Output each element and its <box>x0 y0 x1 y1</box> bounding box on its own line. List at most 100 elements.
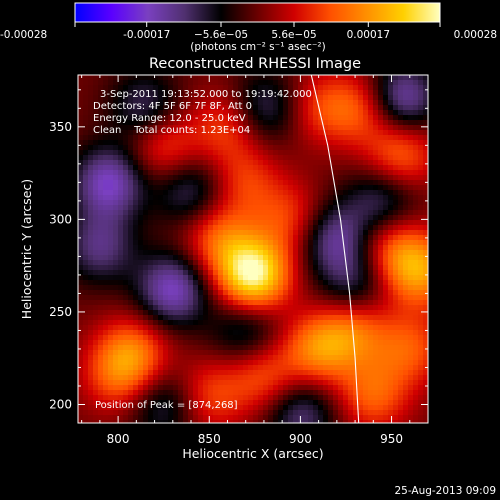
heatmap-cell <box>128 325 134 331</box>
heatmap-cell <box>83 135 89 141</box>
heatmap-cell <box>248 190 254 196</box>
heatmap-cell <box>358 315 364 321</box>
heatmap-cell <box>298 225 304 231</box>
heatmap-cell <box>223 295 229 301</box>
heatmap-cell <box>363 280 369 286</box>
heatmap-cell <box>78 335 84 341</box>
heatmap-cell <box>148 150 154 156</box>
heatmap-cell <box>333 155 339 161</box>
heatmap-cell <box>88 405 94 411</box>
heatmap-cell <box>113 415 119 421</box>
heatmap-cell <box>173 355 179 361</box>
heatmap-cell <box>108 415 114 421</box>
heatmap-cell <box>188 330 194 336</box>
heatmap-cell <box>153 85 159 91</box>
heatmap-cell <box>193 190 199 196</box>
heatmap-cell <box>273 125 279 131</box>
heatmap-cell <box>278 75 284 81</box>
heatmap-cell <box>168 210 174 216</box>
heatmap-cell <box>83 120 89 126</box>
heatmap-cell <box>383 400 389 406</box>
heatmap-cell <box>298 210 304 216</box>
heatmap-cell <box>268 250 274 256</box>
heatmap-cell <box>368 140 374 146</box>
heatmap-cell <box>133 210 139 216</box>
heatmap-cell <box>353 90 359 96</box>
heatmap-cell <box>328 320 334 326</box>
heatmap-cell <box>378 395 384 401</box>
heatmap-cell <box>163 175 169 181</box>
heatmap-cell <box>348 415 354 421</box>
heatmap-cell <box>408 135 414 141</box>
heatmap-cell <box>213 295 219 301</box>
heatmap-cell <box>133 315 139 321</box>
heatmap-cell <box>298 390 304 396</box>
heatmap-cell <box>208 135 214 141</box>
heatmap-cell <box>378 120 384 126</box>
heatmap-cell <box>318 225 324 231</box>
heatmap-cell <box>218 380 224 386</box>
heatmap-cell <box>423 210 428 216</box>
heatmap-cell <box>373 225 379 231</box>
heatmap-cell <box>368 190 374 196</box>
heatmap-cell <box>93 75 99 81</box>
heatmap-cell <box>228 330 234 336</box>
heatmap-cell <box>93 210 99 216</box>
heatmap-cell <box>343 205 349 211</box>
heatmap-cell <box>313 250 319 256</box>
heatmap-cell <box>298 175 304 181</box>
heatmap-cell <box>313 240 319 246</box>
colorbar: -0.00028 -0.00017 −5.6e−05 5.6e−05 0.00017 0.… <box>0 2 497 53</box>
heatmap-cell <box>148 135 154 141</box>
heatmap-cell <box>218 270 224 276</box>
heatmap-cell <box>83 215 89 221</box>
heatmap-cell <box>368 260 374 266</box>
heatmap-cell <box>88 400 94 406</box>
heatmap-cell <box>178 125 184 131</box>
heatmap-cell <box>393 90 399 96</box>
heatmap-cell <box>143 170 149 176</box>
heatmap-cell <box>133 160 139 166</box>
heatmap-cell <box>208 245 214 251</box>
heatmap-cell <box>318 125 324 131</box>
heatmap-cell <box>218 390 224 396</box>
heatmap-cell <box>128 260 134 266</box>
heatmap-cell <box>158 265 164 271</box>
heatmap-cell <box>328 140 334 146</box>
heatmap-cell <box>143 95 149 101</box>
heatmap-cell <box>133 180 139 186</box>
heatmap-cell <box>123 275 129 281</box>
heatmap-cell <box>348 110 354 116</box>
heatmap-cell <box>233 265 239 271</box>
heatmap-cell <box>268 155 274 161</box>
heatmap-cell <box>198 235 204 241</box>
heatmap-cell <box>173 260 179 266</box>
heatmap-cell <box>258 270 264 276</box>
heatmap-cell <box>223 345 229 351</box>
heatmap-cell <box>198 405 204 411</box>
heatmap-cell <box>168 285 174 291</box>
heatmap-cell <box>368 125 374 131</box>
heatmap-cell <box>133 400 139 406</box>
heatmap-cell <box>393 275 399 281</box>
heatmap-cell <box>173 300 179 306</box>
heatmap-cell <box>288 160 294 166</box>
heatmap-cell <box>143 220 149 226</box>
heatmap-cell <box>128 290 134 296</box>
heatmap-cell <box>333 315 339 321</box>
heatmap-cell <box>263 225 269 231</box>
heatmap-cell <box>393 135 399 141</box>
heatmap-cell <box>138 145 144 151</box>
heatmap-cell <box>198 110 204 116</box>
heatmap-cell <box>268 375 274 381</box>
heatmap-cell <box>348 290 354 296</box>
heatmap-cell <box>333 270 339 276</box>
heatmap-cell <box>268 185 274 191</box>
heatmap-cell <box>313 350 319 356</box>
heatmap-cell <box>278 165 284 171</box>
heatmap-cell <box>323 390 329 396</box>
heatmap-cell <box>233 90 239 96</box>
heatmap-cell <box>298 90 304 96</box>
heatmap-cell <box>348 140 354 146</box>
heatmap-cell <box>398 80 404 86</box>
